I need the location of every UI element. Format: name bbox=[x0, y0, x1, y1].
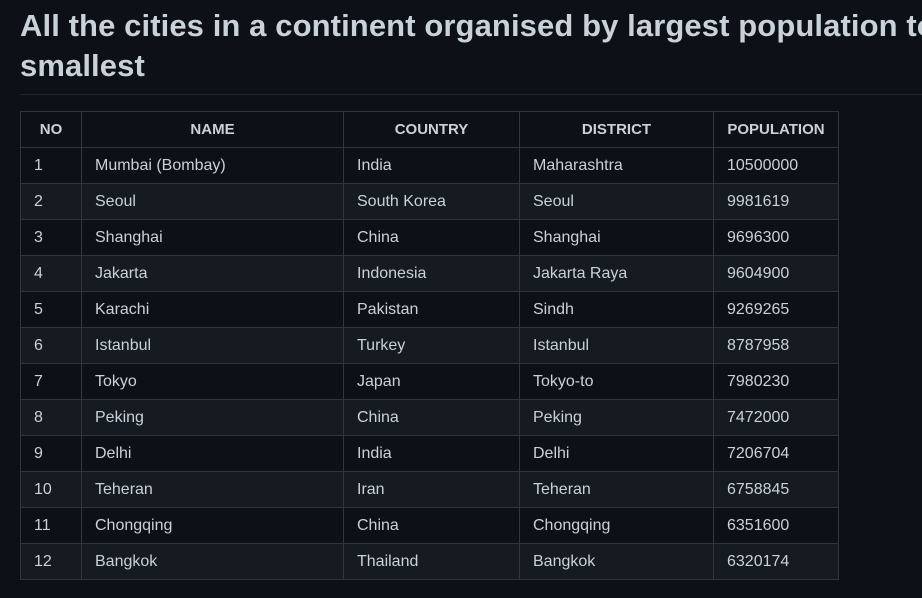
cell-population: 9269265 bbox=[713, 291, 839, 328]
cell-name: Peking bbox=[81, 399, 344, 436]
table-row: 7 Tokyo Japan Tokyo-to 7980230 bbox=[20, 363, 839, 400]
table-row: 6 Istanbul Turkey Istanbul 8787958 bbox=[20, 327, 839, 364]
cell-population: 9981619 bbox=[713, 183, 839, 220]
cell-country: Pakistan bbox=[343, 291, 520, 328]
cities-table: NO NAME COUNTRY DISTRICT POPULATION 1 Mu… bbox=[20, 111, 839, 580]
cell-name: Seoul bbox=[81, 183, 344, 220]
table-row: 11 Chongqing China Chongqing 6351600 bbox=[20, 507, 839, 544]
column-header-country: COUNTRY bbox=[343, 111, 520, 148]
column-header-name: NAME bbox=[81, 111, 344, 148]
cell-name: Chongqing bbox=[81, 507, 344, 544]
cell-country: South Korea bbox=[343, 183, 520, 220]
cell-name: Tokyo bbox=[81, 363, 344, 400]
cell-district: Bangkok bbox=[519, 543, 714, 580]
cell-name: Istanbul bbox=[81, 327, 344, 364]
cell-no: 4 bbox=[20, 255, 82, 292]
cell-population: 8787958 bbox=[713, 327, 839, 364]
cell-population: 6758845 bbox=[713, 471, 839, 508]
cell-district: Tokyo-to bbox=[519, 363, 714, 400]
column-header-population: POPULATION bbox=[713, 111, 839, 148]
table-header: NO NAME COUNTRY DISTRICT POPULATION bbox=[20, 111, 839, 148]
header-row: NO NAME COUNTRY DISTRICT POPULATION bbox=[20, 111, 839, 148]
table-body: 1 Mumbai (Bombay) India Maharashtra 1050… bbox=[20, 147, 839, 580]
cell-country: China bbox=[343, 507, 520, 544]
cell-district: Maharashtra bbox=[519, 147, 714, 184]
table-row: 10 Teheran Iran Teheran 6758845 bbox=[20, 471, 839, 508]
page-title: All the cities in a continent organised … bbox=[20, 8, 922, 83]
cell-country: China bbox=[343, 219, 520, 256]
cell-name: Shanghai bbox=[81, 219, 344, 256]
cell-district: Istanbul bbox=[519, 327, 714, 364]
cell-no: 1 bbox=[20, 147, 82, 184]
cell-district: Seoul bbox=[519, 183, 714, 220]
cell-name: Mumbai (Bombay) bbox=[81, 147, 344, 184]
cell-country: Japan bbox=[343, 363, 520, 400]
table-row: 9 Delhi India Delhi 7206704 bbox=[20, 435, 839, 472]
table-row: 2 Seoul South Korea Seoul 9981619 bbox=[20, 183, 839, 220]
cell-population: 9604900 bbox=[713, 255, 839, 292]
cell-district: Teheran bbox=[519, 471, 714, 508]
cell-district: Peking bbox=[519, 399, 714, 436]
cell-name: Teheran bbox=[81, 471, 344, 508]
column-header-district: DISTRICT bbox=[519, 111, 714, 148]
cell-name: Delhi bbox=[81, 435, 344, 472]
table-row: 1 Mumbai (Bombay) India Maharashtra 1050… bbox=[20, 147, 839, 184]
cell-country: Thailand bbox=[343, 543, 520, 580]
cell-population: 7206704 bbox=[713, 435, 839, 472]
cell-population: 7980230 bbox=[713, 363, 839, 400]
title-divider bbox=[20, 94, 922, 95]
cell-name: Karachi bbox=[81, 291, 344, 328]
table-row: 3 Shanghai China Shanghai 9696300 bbox=[20, 219, 839, 256]
table-row: 5 Karachi Pakistan Sindh 9269265 bbox=[20, 291, 839, 328]
cell-country: Indonesia bbox=[343, 255, 520, 292]
cell-district: Shanghai bbox=[519, 219, 714, 256]
cell-no: 8 bbox=[20, 399, 82, 436]
cell-district: Jakarta Raya bbox=[519, 255, 714, 292]
table-row: 12 Bangkok Thailand Bangkok 6320174 bbox=[20, 543, 839, 580]
cell-country: Turkey bbox=[343, 327, 520, 364]
cell-no: 3 bbox=[20, 219, 82, 256]
cell-population: 6351600 bbox=[713, 507, 839, 544]
cell-no: 9 bbox=[20, 435, 82, 472]
cell-no: 5 bbox=[20, 291, 82, 328]
column-header-no: NO bbox=[20, 111, 82, 148]
cell-no: 6 bbox=[20, 327, 82, 364]
cell-country: China bbox=[343, 399, 520, 436]
cell-name: Jakarta bbox=[81, 255, 344, 292]
cell-no: 11 bbox=[20, 507, 82, 544]
cell-population: 10500000 bbox=[713, 147, 839, 184]
table-row: 4 Jakarta Indonesia Jakarta Raya 9604900 bbox=[20, 255, 839, 292]
cell-name: Bangkok bbox=[81, 543, 344, 580]
cell-district: Delhi bbox=[519, 435, 714, 472]
cell-district: Chongqing bbox=[519, 507, 714, 544]
cell-population: 7472000 bbox=[713, 399, 839, 436]
cell-no: 7 bbox=[20, 363, 82, 400]
cell-population: 9696300 bbox=[713, 219, 839, 256]
cell-district: Sindh bbox=[519, 291, 714, 328]
cell-no: 12 bbox=[20, 543, 82, 580]
cell-country: India bbox=[343, 435, 520, 472]
cell-country: India bbox=[343, 147, 520, 184]
cell-population: 6320174 bbox=[713, 543, 839, 580]
table-row: 8 Peking China Peking 7472000 bbox=[20, 399, 839, 436]
cell-no: 10 bbox=[20, 471, 82, 508]
cell-country: Iran bbox=[343, 471, 520, 508]
cell-no: 2 bbox=[20, 183, 82, 220]
